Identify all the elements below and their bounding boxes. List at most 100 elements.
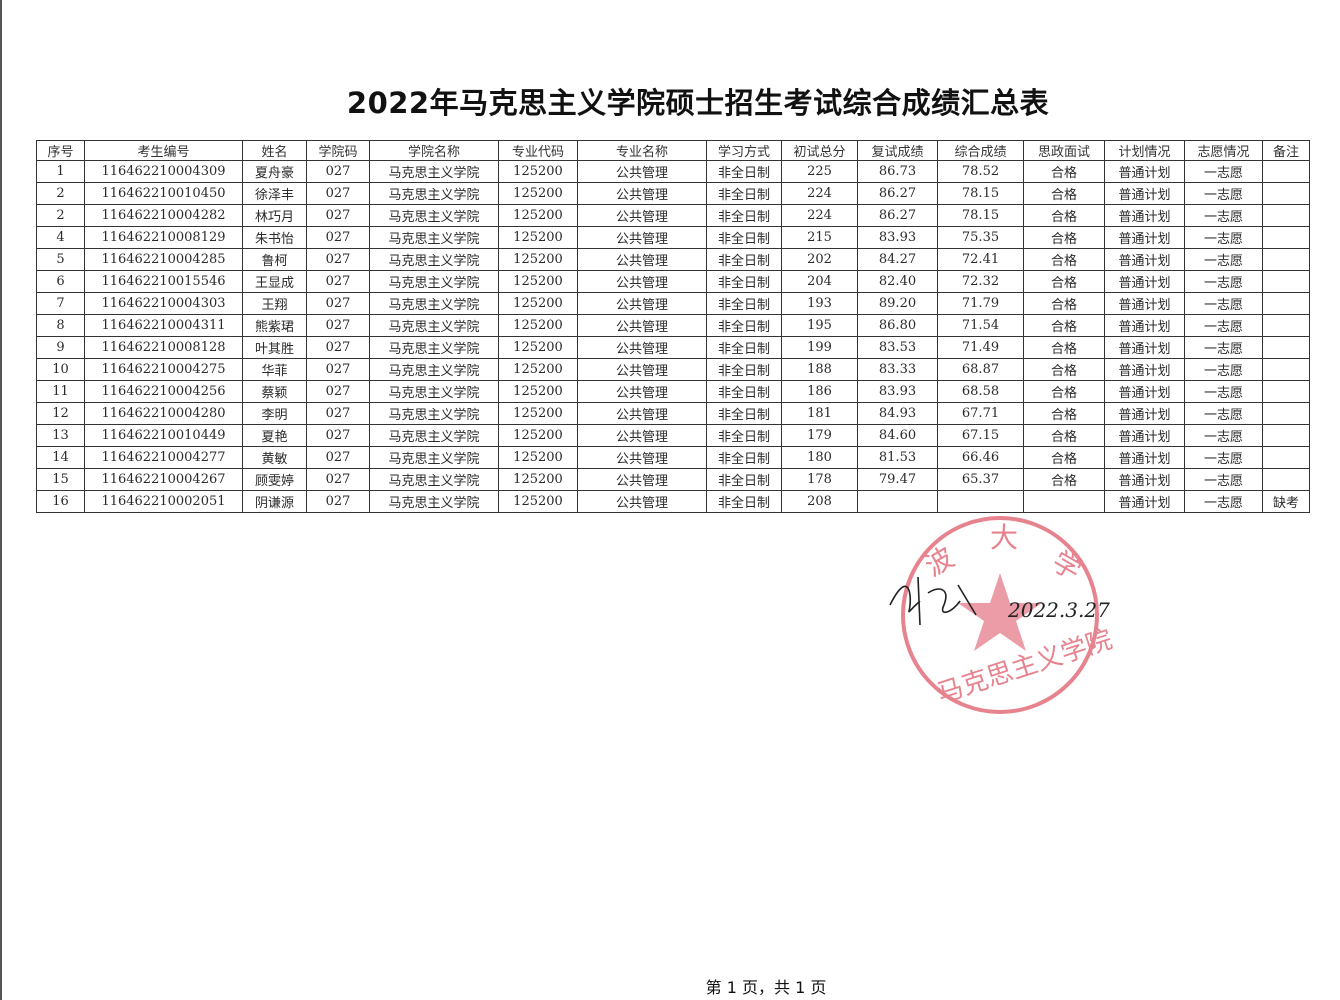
table-row: 2 116462210010450 徐泽丰 027 马克思主义学院 125200 公共管理非… (36, 182, 1310, 205)
column-header: 序号 (36, 140, 85, 161)
table-row: 7 116462210004303 王翔 027 马克思主义学院 125200 公共管理 非全… (36, 292, 1310, 315)
table-cell: 非全日制 (706, 182, 782, 205)
table-cell: 71.79 (937, 292, 1024, 315)
table-cell: 67.71 (937, 402, 1024, 425)
table-cell: 夏艳 (242, 424, 307, 447)
scan-edge (0, 0, 2, 1000)
column-header: 备注 (1262, 140, 1310, 161)
column-header: 复试成绩 (857, 140, 938, 161)
table-cell: 王显成 (242, 270, 307, 293)
table-cell: 68.58 (937, 380, 1024, 403)
table-row: 12 116462210004280 李明 027 马克思主义学院 125200 公共管理非… (36, 402, 1310, 425)
table-cell: 125200 (498, 204, 578, 227)
table-cell: 阴谦源 (242, 490, 307, 513)
table-cell: 马克思主义学院 (369, 292, 499, 315)
table-cell: 67.15 (937, 424, 1024, 447)
table-cell: 71.49 (937, 336, 1024, 359)
table-cell: 合格 (1023, 248, 1105, 271)
table-cell: 71.54 (937, 314, 1024, 337)
table-cell: 一志愿 (1184, 402, 1263, 425)
table-cell: 马克思主义学院 (369, 248, 499, 271)
table-cell: 非全日制 (706, 358, 782, 381)
table-cell: 非全日制 (706, 380, 782, 403)
table-cell: 合格 (1023, 336, 1105, 359)
table-cell (1262, 270, 1310, 293)
table-row: 16 116462210002051 阴谦源 027 马克思主义学院 125200 公共管理… (36, 490, 1310, 513)
table-row: 14 116462210004277 黄敏 027 马克思主义学院 125200 公共管理非… (36, 446, 1310, 469)
table-cell: 合格 (1023, 358, 1105, 381)
table-cell: 公共管理 (577, 248, 707, 271)
table-cell: 普通计划 (1104, 336, 1185, 359)
table-row: 2 116462210004282 林巧月 027 马克思主义学院 125200 公共管理非… (36, 204, 1310, 227)
table-cell: 公共管理 (577, 402, 707, 425)
table-row: 1 116462210004309 夏舟豪 027 马克思主义学院 125200 公共管理非… (36, 160, 1310, 183)
table-cell: 027 (306, 292, 370, 315)
table-cell: 公共管理 (577, 424, 707, 447)
table-cell: 合格 (1023, 402, 1105, 425)
table-cell: 027 (306, 424, 370, 447)
table-cell: 116462210004267 (84, 468, 243, 491)
table-cell: 一志愿 (1184, 248, 1263, 271)
table-cell: 11 (36, 380, 85, 403)
column-header: 姓名 (242, 140, 307, 161)
table-row: 15 116462210004267 顾雯婷 027 马克思主义学院 125200 公共管理… (36, 468, 1310, 491)
signature: 2022.3.27 (889, 576, 1110, 626)
table-cell: 一志愿 (1184, 204, 1263, 227)
table-cell: 普通计划 (1104, 226, 1185, 249)
table-cell (1262, 402, 1310, 425)
table-cell: 非全日制 (706, 402, 782, 425)
table-cell: 一志愿 (1184, 380, 1263, 403)
table-cell: 非全日制 (706, 292, 782, 315)
table-cell: 027 (306, 358, 370, 381)
table-cell: 84.60 (857, 424, 938, 447)
table-cell: 公共管理 (577, 358, 707, 381)
table-cell: 027 (306, 160, 370, 183)
table-cell: 合格 (1023, 380, 1105, 403)
table-row: 11 116462210004256 蔡颖 027 马克思主义学院 125200 公共管理非… (36, 380, 1310, 403)
table-cell: 公共管理 (577, 270, 707, 293)
table-cell: 78.52 (937, 160, 1024, 183)
table-cell: 116462210004285 (84, 248, 243, 271)
table-cell: 86.27 (857, 204, 938, 227)
table-cell: 徐泽丰 (242, 182, 307, 205)
table-cell (1262, 468, 1310, 491)
table-cell (1262, 182, 1310, 205)
table-cell: 181 (781, 402, 858, 425)
table-cell: 66.46 (937, 446, 1024, 469)
table-cell: 4 (36, 226, 85, 249)
table-cell: 82.40 (857, 270, 938, 293)
table-cell: 朱书怡 (242, 226, 307, 249)
table-cell: 125200 (498, 402, 578, 425)
table-cell: 合格 (1023, 182, 1105, 205)
table-cell: 公共管理 (577, 160, 707, 183)
column-header: 初试总分 (781, 140, 858, 161)
table-cell: 195 (781, 314, 858, 337)
table-cell (1262, 292, 1310, 315)
table-cell: 180 (781, 446, 858, 469)
table-cell: 72.32 (937, 270, 1024, 293)
table-cell: 普通计划 (1104, 204, 1185, 227)
table-cell: 204 (781, 270, 858, 293)
table-row: 13 116462210010449 夏艳 027 马克思主义学院 125200 公共管理非… (36, 424, 1310, 447)
table-cell: 125200 (498, 358, 578, 381)
table-cell: 84.27 (857, 248, 938, 271)
table-cell: 普通计划 (1104, 490, 1185, 513)
column-header: 专业名称 (577, 140, 707, 161)
table-cell: 公共管理 (577, 380, 707, 403)
table-cell: 马克思主义学院 (369, 446, 499, 469)
table-cell: 83.93 (857, 380, 938, 403)
table-cell: 一志愿 (1184, 490, 1263, 513)
table-cell: 普通计划 (1104, 402, 1185, 425)
table-cell: 马克思主义学院 (369, 336, 499, 359)
table-cell: 马克思主义学院 (369, 226, 499, 249)
table-cell: 马克思主义学院 (369, 182, 499, 205)
table-cell: 公共管理 (577, 226, 707, 249)
svg-text:学: 学 (1047, 544, 1088, 587)
table-cell (1262, 314, 1310, 337)
table-cell: 非全日制 (706, 336, 782, 359)
table-cell: 116462210010450 (84, 182, 243, 205)
table-cell: 非全日制 (706, 248, 782, 271)
table-cell: 9 (36, 336, 85, 359)
table-cell: 公共管理 (577, 314, 707, 337)
table-cell: 1 (36, 160, 85, 183)
